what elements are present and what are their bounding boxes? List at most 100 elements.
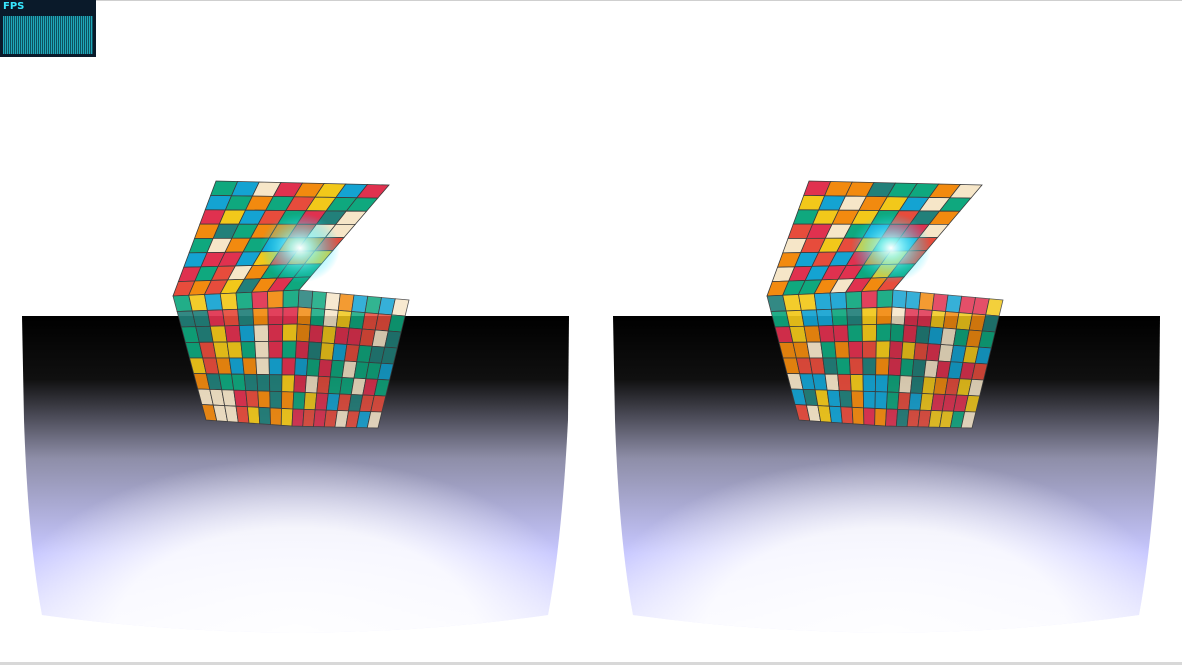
cube-tile xyxy=(282,289,300,308)
cube-tile xyxy=(863,407,876,426)
cube-tile xyxy=(834,341,850,359)
window-bottom-border xyxy=(0,662,1182,665)
cube-tile xyxy=(304,375,319,394)
cube-tile xyxy=(888,340,904,360)
floor-plane xyxy=(22,316,569,633)
cube-tile xyxy=(875,323,892,342)
cube-tile xyxy=(237,308,255,326)
cube-tile xyxy=(903,307,920,327)
cube-tile xyxy=(268,340,283,359)
cube-tile xyxy=(862,390,876,409)
cube-tile xyxy=(280,408,294,427)
cube-tile xyxy=(308,324,324,344)
cube-tile xyxy=(267,323,284,342)
cube-tile xyxy=(847,324,863,342)
cube-tile xyxy=(269,407,282,426)
cube-tile xyxy=(242,357,258,375)
cube-tile xyxy=(281,340,297,359)
cube-tile xyxy=(815,308,834,327)
cube-tile xyxy=(282,323,298,342)
cube-tile xyxy=(876,306,893,325)
cube-tile xyxy=(293,374,307,393)
cube-tile xyxy=(303,392,318,411)
right-eye-viewport xyxy=(591,0,1182,662)
cube-tile xyxy=(296,306,312,326)
cube-tile xyxy=(306,358,321,377)
cube-tile xyxy=(837,373,852,392)
cube-tile xyxy=(875,340,891,359)
right-eye-canvas xyxy=(613,180,1160,633)
cube-tile xyxy=(231,373,247,391)
cube-tile xyxy=(851,406,865,425)
cube-tile xyxy=(876,289,894,308)
specular-highlight xyxy=(851,213,931,283)
cube-tile xyxy=(256,374,271,392)
cube-tile xyxy=(829,291,848,310)
cube-tile xyxy=(267,307,284,326)
cube-tile xyxy=(835,357,851,375)
cube-tile xyxy=(862,357,877,376)
cube-tile xyxy=(902,324,918,344)
cube-tile xyxy=(850,390,864,409)
cube-tile xyxy=(831,308,849,326)
cube-tile xyxy=(800,309,820,327)
cube-tile xyxy=(281,391,295,410)
cube-tile xyxy=(862,374,877,393)
cube-tile xyxy=(226,341,243,359)
cube-tile xyxy=(245,390,260,408)
cube-tile xyxy=(848,357,864,376)
cube-tile xyxy=(269,390,283,409)
cube-tile xyxy=(960,411,977,429)
cube-tile xyxy=(849,374,864,392)
cube-tile xyxy=(913,342,929,361)
cube-tile xyxy=(311,290,327,310)
cube-tile xyxy=(918,292,935,311)
cube-tile xyxy=(813,292,832,311)
cube-tile xyxy=(898,375,913,394)
cube-tile xyxy=(886,374,901,393)
cube-tile xyxy=(251,291,269,310)
cube-tile xyxy=(798,293,817,311)
cube-tile xyxy=(309,307,326,327)
cube-tile xyxy=(206,309,226,327)
cube-tile xyxy=(861,290,878,309)
cube-tile xyxy=(268,357,283,376)
cube-tile xyxy=(899,358,915,377)
fps-stats-panel[interactable]: FPS xyxy=(0,0,96,57)
cube-tile xyxy=(321,325,337,345)
cube-tile xyxy=(391,298,410,317)
cube-tile xyxy=(282,306,299,325)
cube-tile xyxy=(874,408,887,427)
cube-tile xyxy=(322,308,339,328)
cube-tile xyxy=(243,373,259,392)
cube-tile xyxy=(253,324,270,342)
cube-tile xyxy=(874,374,889,393)
cube-tile xyxy=(895,408,910,427)
window-top-border xyxy=(0,0,1182,1)
cube-tile xyxy=(803,325,822,343)
cube-tile xyxy=(891,289,908,309)
cube-tile xyxy=(297,289,314,309)
left-eye-canvas xyxy=(22,180,569,633)
cube-tile xyxy=(324,292,341,311)
fps-graph xyxy=(3,16,93,54)
cube-tile xyxy=(292,391,306,410)
cube-tile xyxy=(985,298,1004,317)
cube-tile xyxy=(294,357,309,377)
cube-tile xyxy=(235,291,254,310)
cube-tile xyxy=(818,325,836,343)
cube-tile xyxy=(235,405,250,424)
cube-tile xyxy=(291,408,305,427)
cube-tile xyxy=(268,374,283,393)
left-eye-viewport xyxy=(0,0,591,662)
cube-tile xyxy=(806,341,824,359)
cube-tile xyxy=(901,341,916,360)
cube-tile xyxy=(861,307,878,326)
cube-tile xyxy=(228,357,245,375)
cube-tile xyxy=(885,408,899,427)
cube-tile xyxy=(887,357,902,377)
cube-tile xyxy=(838,390,853,408)
cube-tile xyxy=(845,291,863,310)
cube-tile xyxy=(246,406,261,425)
cube-tile xyxy=(281,374,296,393)
